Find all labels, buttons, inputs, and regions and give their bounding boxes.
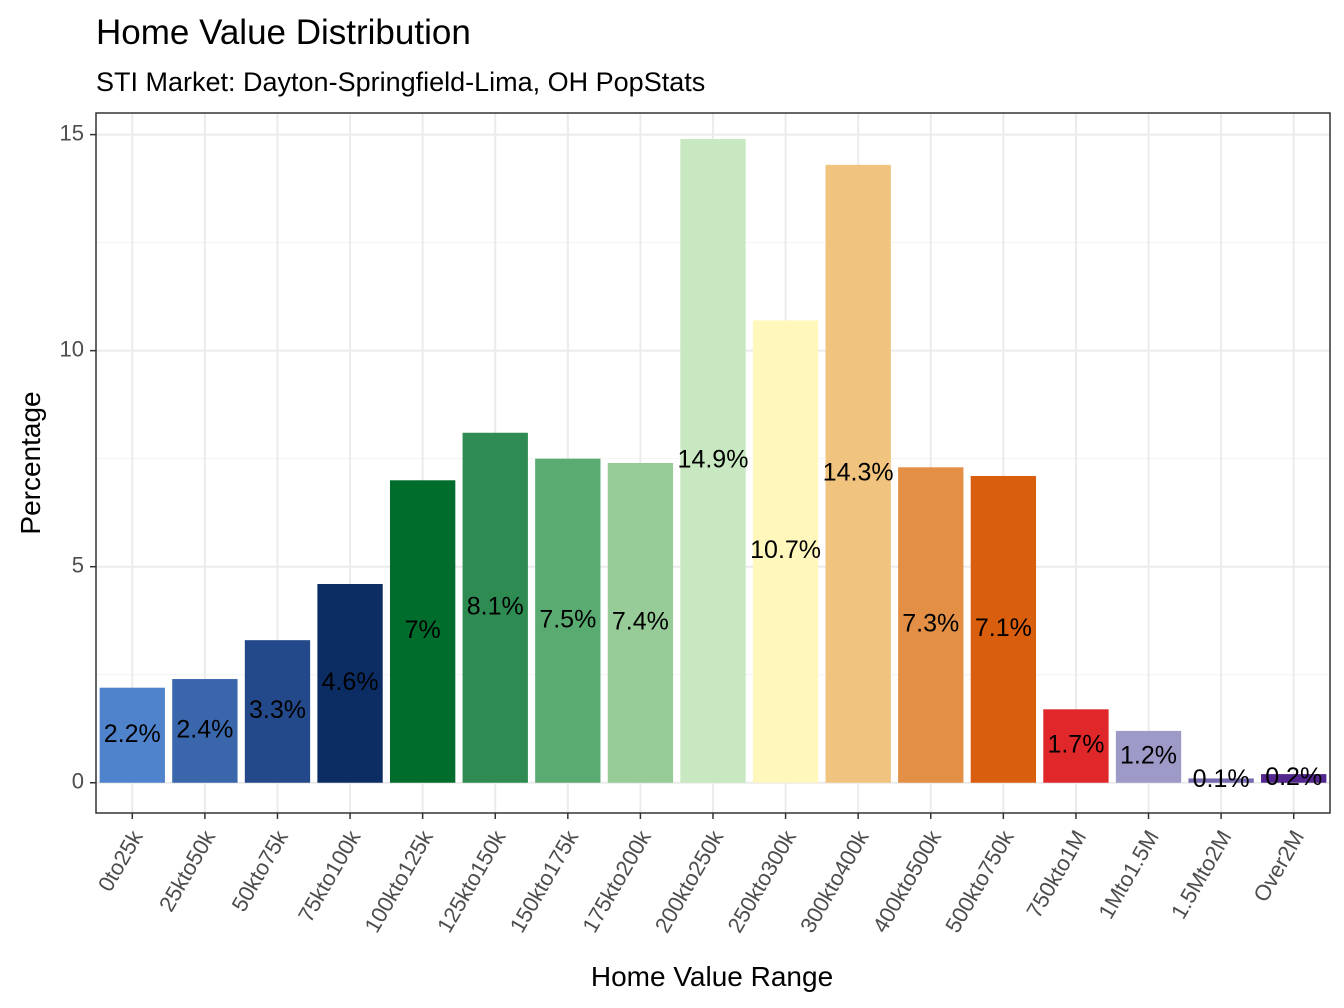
bar-200kto250k	[680, 138, 746, 783]
bar-125kto150k	[462, 432, 528, 783]
bar-75kto100k	[317, 583, 383, 783]
bar-150kto175k	[535, 458, 601, 783]
bar-300kto400k	[825, 164, 891, 783]
bar-label: 7.3%	[902, 610, 959, 638]
x-tick-label: 50kto75k	[227, 825, 294, 916]
bar-label: 4.6%	[322, 668, 379, 696]
bar-0to25k	[99, 687, 165, 783]
bar-175kto200k	[607, 463, 674, 783]
bars	[99, 138, 1327, 783]
bar-label: 0.2%	[1265, 763, 1322, 791]
chart-subtitle: STI Market: Dayton-Springfield-Lima, OH …	[96, 67, 705, 97]
bar-label: 7.1%	[975, 614, 1032, 642]
x-tick-label: 100kto125k	[359, 825, 438, 937]
x-tick-label: 75kto100k	[293, 825, 366, 926]
x-tick-label: 250kto300k	[722, 825, 801, 937]
x-tick-label: Over2M	[1248, 826, 1309, 906]
x-tick-label: 1.5Mto2M	[1166, 826, 1237, 923]
x-tick-label: 175kto200k	[577, 825, 656, 937]
bar-750kto1M	[1043, 709, 1109, 783]
y-tick-label: 15	[60, 120, 84, 145]
bar-label: 3.3%	[249, 696, 306, 724]
bar-25kto50k	[172, 679, 238, 783]
x-tick-label: 500kto750k	[940, 825, 1019, 937]
x-tick-label: 125kto150k	[432, 825, 511, 937]
bar-label: 7.4%	[612, 607, 669, 635]
bar-label: 2.2%	[104, 720, 161, 748]
bar-100kto125k	[389, 480, 456, 783]
y-tick-label: 10	[60, 336, 84, 361]
bar-1.5Mto2M	[1188, 778, 1254, 783]
bar-labels: 2.2% 2.4% 3.3% 4.6% 7% 8.1% 7.5% 7.4% 14.9% 10.7%…	[104, 445, 1322, 793]
chart-title: Home Value Distribution	[96, 13, 471, 52]
bar-250kto300k	[752, 320, 819, 783]
bar-label: 1.7%	[1047, 731, 1104, 759]
bar-label: 14.9%	[678, 445, 749, 473]
bar-label: 7%	[405, 616, 441, 644]
bar-Over2M	[1261, 774, 1327, 783]
bar-500kto750k	[970, 475, 1037, 783]
x-tick-label: 750kto1M	[1021, 826, 1091, 922]
bar-label: 7.5%	[539, 605, 596, 633]
x-tick-label: 150kto175k	[505, 825, 584, 937]
x-axis: 0to25k 25kto50k 50kto75k 75kto100k100kto125…	[93, 813, 1309, 937]
bar-400kto500k	[898, 467, 964, 783]
bar-label: 10.7%	[750, 536, 821, 564]
x-axis-title: Home Value Range	[591, 961, 833, 992]
bar-label: 8.1%	[467, 592, 524, 620]
x-tick-label: 0to25k	[93, 825, 148, 896]
y-tick-label: 0	[72, 769, 84, 794]
bar-label: 0.1%	[1193, 765, 1250, 793]
x-tick-label: 300kto400k	[795, 825, 874, 937]
bar-50kto75k	[244, 640, 311, 783]
y-axis: 0 5 10 15	[60, 120, 96, 794]
bar-label: 1.2%	[1120, 741, 1177, 769]
bar-1Mto1.5M	[1115, 730, 1182, 783]
y-tick-label: 5	[72, 553, 84, 578]
x-tick-label: 400kto500k	[868, 825, 947, 937]
x-tick-label: 25kto50k	[154, 825, 221, 916]
x-tick-label: 200kto250k	[650, 825, 729, 937]
bar-label: 2.4%	[176, 716, 233, 744]
y-axis-title: Percentage	[15, 391, 46, 534]
bar-label: 14.3%	[823, 458, 894, 486]
x-tick-label: 1Mto1.5M	[1093, 826, 1164, 923]
